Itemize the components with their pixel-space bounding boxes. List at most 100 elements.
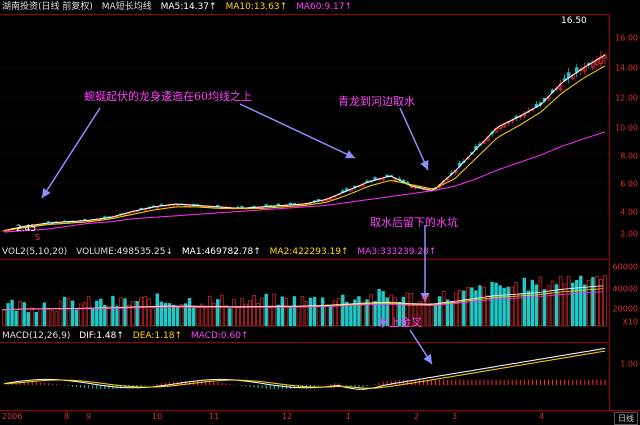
ma60-value: MA60:9.17↑ xyxy=(296,2,353,12)
s-marker: S xyxy=(35,233,41,242)
volume-bar xyxy=(87,296,91,327)
volume-bar xyxy=(510,286,514,327)
volume-bar xyxy=(308,297,313,327)
volume-bar xyxy=(595,276,599,327)
time-tick: 3 xyxy=(452,412,458,421)
volume-ma-line xyxy=(1,291,604,311)
annotation-dragon-body: 蜿蜒起伏的龙身逶迤在60均线之上 xyxy=(84,90,252,103)
volume-bar xyxy=(450,301,454,327)
volume-bar xyxy=(470,287,474,327)
volume-bar xyxy=(70,300,75,327)
vol-ma1: MA1:469782.78↑ xyxy=(181,247,261,257)
volume-bar xyxy=(143,296,147,327)
volume-bar xyxy=(312,296,317,327)
annotation-dragon-water: 青龙到河边取水 xyxy=(338,95,415,108)
volume-bar xyxy=(54,311,59,327)
volume-bar xyxy=(171,304,176,327)
volume-bar xyxy=(284,298,289,327)
volume-bar xyxy=(212,302,216,327)
volume-bar xyxy=(6,303,10,327)
volume-bar xyxy=(324,304,329,327)
volume-bar xyxy=(482,286,486,327)
volume-bar xyxy=(599,278,603,327)
volume-bar xyxy=(530,279,535,327)
volume-axis: 60000 40000 20000 X10 xyxy=(609,259,640,328)
vol-indicator: VOL2(5,10,20) xyxy=(2,247,68,257)
volume-bar xyxy=(454,292,458,327)
volume-value: VOLUME:498535.25↓ xyxy=(76,247,174,257)
volume-bar xyxy=(139,296,143,327)
price-tick: 4.00 xyxy=(620,207,638,217)
daily-period-button[interactable]: 日线 xyxy=(614,412,638,425)
volume-bar xyxy=(62,296,67,327)
ma-line-ma5 xyxy=(3,54,606,232)
volume-ma-line xyxy=(1,285,604,310)
price-tick: 16.00 xyxy=(615,33,638,43)
macd-axis: 1.00 xyxy=(609,342,640,410)
volume-bar xyxy=(187,298,192,327)
annotation-golden-cross: 水上金叉 xyxy=(378,316,422,329)
volume-bar xyxy=(506,286,510,327)
volume-bar xyxy=(228,308,232,327)
volume-bar xyxy=(82,302,87,327)
volume-bar xyxy=(462,290,466,327)
time-tick: 12 xyxy=(282,412,293,421)
macd-indicator: MACD(12,26,9) xyxy=(2,331,71,341)
volume-bar xyxy=(14,310,18,327)
volume-bar xyxy=(256,302,260,327)
annotation-arrow xyxy=(399,107,429,171)
volume-bar xyxy=(591,277,595,327)
volume-bar xyxy=(401,296,406,327)
ma5-value: MA5:14.37↑ xyxy=(160,2,217,12)
annotation-water-pit: 取水后留下的水坑 xyxy=(370,216,458,229)
volume-bar xyxy=(571,282,575,327)
volume-bar xyxy=(514,282,518,327)
volume-bar xyxy=(38,308,43,327)
volume-bar xyxy=(409,293,414,327)
volume-tick: 20000 xyxy=(612,304,638,314)
volume-bar xyxy=(224,305,228,327)
volume-bar xyxy=(320,297,325,327)
volume-bar xyxy=(203,307,208,327)
volume-bar xyxy=(429,303,434,327)
vol-ma3: MA3:333239.28↑ xyxy=(357,247,437,257)
price-panel[interactable] xyxy=(0,14,609,246)
ma10-value: MA10:13.63↑ xyxy=(225,2,288,12)
volume-bar xyxy=(361,301,365,327)
volume-bar xyxy=(111,295,115,327)
volume-bar xyxy=(373,301,377,327)
volume-bar xyxy=(566,276,571,327)
volume-bar xyxy=(288,307,293,327)
volume-bar xyxy=(466,287,470,327)
volume-bar xyxy=(333,300,337,327)
price-tick: 2.00 xyxy=(620,229,638,239)
volume-bar xyxy=(478,285,482,327)
price-tick: 12.00 xyxy=(615,93,638,103)
annotation-arrow xyxy=(41,107,101,199)
volume-bar xyxy=(345,301,349,327)
macd-panel[interactable] xyxy=(0,342,609,411)
volume-bar xyxy=(216,299,220,327)
volume-bar xyxy=(195,307,200,327)
volume-bar xyxy=(248,300,252,327)
volume-bar xyxy=(252,295,256,327)
volume-bar xyxy=(99,298,103,327)
volume-bar xyxy=(147,298,151,327)
price-header: 湖南投资(日线 前复权) MA短长均线 MA5:14.37↑ MA10:13.6… xyxy=(2,1,358,13)
price-tick: 14.00 xyxy=(615,63,638,73)
volume-bar xyxy=(474,290,478,327)
volume-bar xyxy=(183,303,188,327)
stock-chart[interactable] xyxy=(0,0,609,410)
volume-bar xyxy=(167,303,172,327)
time-tick: 4 xyxy=(539,412,545,421)
price-tick: 10.00 xyxy=(615,123,638,133)
volume-bar xyxy=(58,300,63,327)
volume-bar xyxy=(538,276,543,327)
volume-bar xyxy=(397,301,401,327)
high-price-label: 16.50 xyxy=(561,16,587,26)
volume-bar xyxy=(30,307,34,327)
volume-bar xyxy=(91,307,95,327)
volume-bar xyxy=(46,307,51,327)
volume-bar xyxy=(498,285,502,327)
volume-panel[interactable] xyxy=(0,259,609,329)
